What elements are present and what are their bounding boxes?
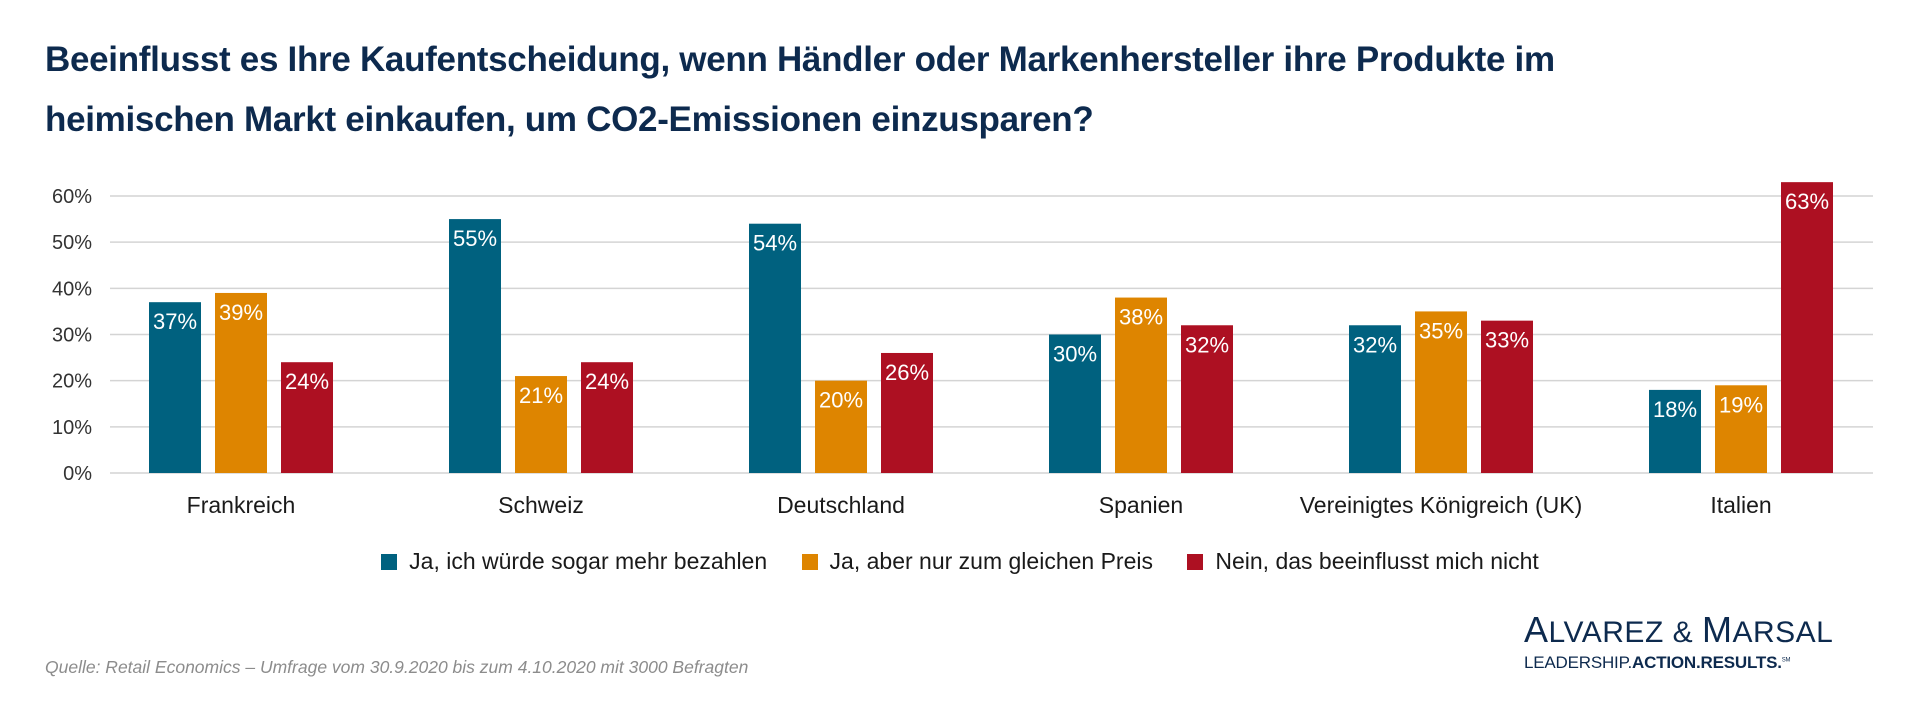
bar bbox=[1049, 334, 1101, 473]
legend-label-no-influence: Nein, das beeinflusst mich nicht bbox=[1215, 548, 1539, 574]
bar bbox=[581, 362, 633, 473]
bar-value-label: 54% bbox=[753, 231, 797, 256]
x-tick-label: Deutschland bbox=[777, 492, 905, 518]
bar-value-label: 37% bbox=[153, 309, 197, 334]
bar-value-label: 38% bbox=[1119, 305, 1163, 330]
chart-title-line-1: Beeinflusst es Ihre Kaufentscheidung, we… bbox=[45, 40, 1555, 79]
bar bbox=[1481, 320, 1533, 473]
bar-value-label: 39% bbox=[219, 300, 263, 325]
bar bbox=[1415, 311, 1467, 473]
bar bbox=[1649, 389, 1701, 473]
bar bbox=[515, 376, 567, 473]
bar-value-label: 30% bbox=[1053, 342, 1097, 367]
logo-tagline: LEADERSHIP.ACTION.RESULTS.SM bbox=[1524, 653, 1791, 672]
y-tick-label: 60% bbox=[52, 186, 92, 208]
y-axis-ticks: 0% 10% 20% 30% 40% 50% 60% bbox=[52, 186, 92, 485]
legend-label-same-price: Ja, aber nur zum gleichen Preis bbox=[829, 548, 1153, 574]
legend: Ja, ich würde sogar mehr bezahlen Ja, ab… bbox=[0, 548, 1920, 575]
data-labels: 37% 39% 24% 55% 21% 24% 54% 20% 26% 30% 38% 32% 32% 3… bbox=[153, 189, 1829, 422]
bar bbox=[1181, 325, 1233, 473]
bar-value-label: 26% bbox=[885, 360, 929, 385]
bar bbox=[1115, 297, 1167, 473]
y-tick-label: 0% bbox=[63, 463, 92, 485]
y-tick-label: 40% bbox=[52, 278, 92, 300]
bar bbox=[449, 219, 501, 473]
y-tick-label: 10% bbox=[52, 417, 92, 439]
bar-value-label: 32% bbox=[1353, 332, 1397, 357]
bar-value-label: 18% bbox=[1653, 397, 1697, 422]
x-tick-label: Schweiz bbox=[498, 492, 584, 518]
bar bbox=[215, 292, 267, 473]
bar bbox=[1349, 325, 1401, 473]
bar-value-label: 33% bbox=[1485, 328, 1529, 353]
x-axis-ticks: Frankreich Schweiz Deutschland Spanien Verei… bbox=[187, 492, 1772, 518]
legend-swatch-no-influence bbox=[1187, 554, 1204, 570]
gridlines bbox=[110, 195, 1873, 474]
legend-swatch-more bbox=[381, 554, 398, 570]
logo-name: ALVAREZ & MARSAL bbox=[1524, 609, 1834, 650]
y-tick-label: 50% bbox=[52, 232, 92, 254]
bar bbox=[1715, 385, 1767, 473]
bar-value-label: 63% bbox=[1785, 189, 1829, 214]
x-tick-label: Vereinigtes Königreich (UK) bbox=[1300, 492, 1583, 518]
y-tick-label: 20% bbox=[52, 371, 92, 393]
legend-item-same-price[interactable]: Ja, aber nur zum gleichen Preis bbox=[801, 548, 1153, 575]
bar-value-label: 24% bbox=[285, 369, 329, 394]
bar-value-label: 20% bbox=[819, 388, 863, 413]
y-tick-label: 30% bbox=[52, 325, 92, 347]
bars bbox=[149, 182, 1833, 473]
legend-item-no-influence[interactable]: Nein, das beeinflusst mich nicht bbox=[1187, 548, 1539, 575]
bar bbox=[149, 302, 201, 473]
bar bbox=[281, 362, 333, 473]
legend-swatch-same-price bbox=[801, 554, 818, 570]
bar-value-label: 19% bbox=[1719, 392, 1763, 417]
legend-item-more[interactable]: Ja, ich würde sogar mehr bezahlen bbox=[381, 548, 767, 575]
legend-label-more: Ja, ich würde sogar mehr bezahlen bbox=[409, 548, 768, 574]
x-tick-label: Frankreich bbox=[187, 492, 296, 518]
x-tick-label: Spanien bbox=[1099, 492, 1183, 518]
bar bbox=[815, 380, 867, 473]
company-logo: ALVAREZ & MARSAL LEADERSHIP.ACTION.RESUL… bbox=[1524, 612, 1833, 673]
bar bbox=[1781, 182, 1833, 473]
bar-value-label: 35% bbox=[1419, 318, 1463, 343]
chart-title: Beeinflusst es Ihre Kaufentscheidung, we… bbox=[45, 30, 1845, 150]
bar-value-label: 24% bbox=[585, 369, 629, 394]
source-note: Quelle: Retail Economics – Umfrage vom 3… bbox=[45, 657, 749, 677]
x-tick-label: Italien bbox=[1710, 492, 1771, 518]
bar-value-label: 55% bbox=[453, 226, 497, 251]
bar-value-label: 21% bbox=[519, 383, 563, 408]
bar bbox=[749, 223, 801, 473]
bar-value-label: 32% bbox=[1185, 332, 1229, 357]
bar bbox=[881, 352, 933, 473]
chart-title-line-2: heimischen Markt einkaufen, um CO2-Emiss… bbox=[45, 100, 1094, 139]
